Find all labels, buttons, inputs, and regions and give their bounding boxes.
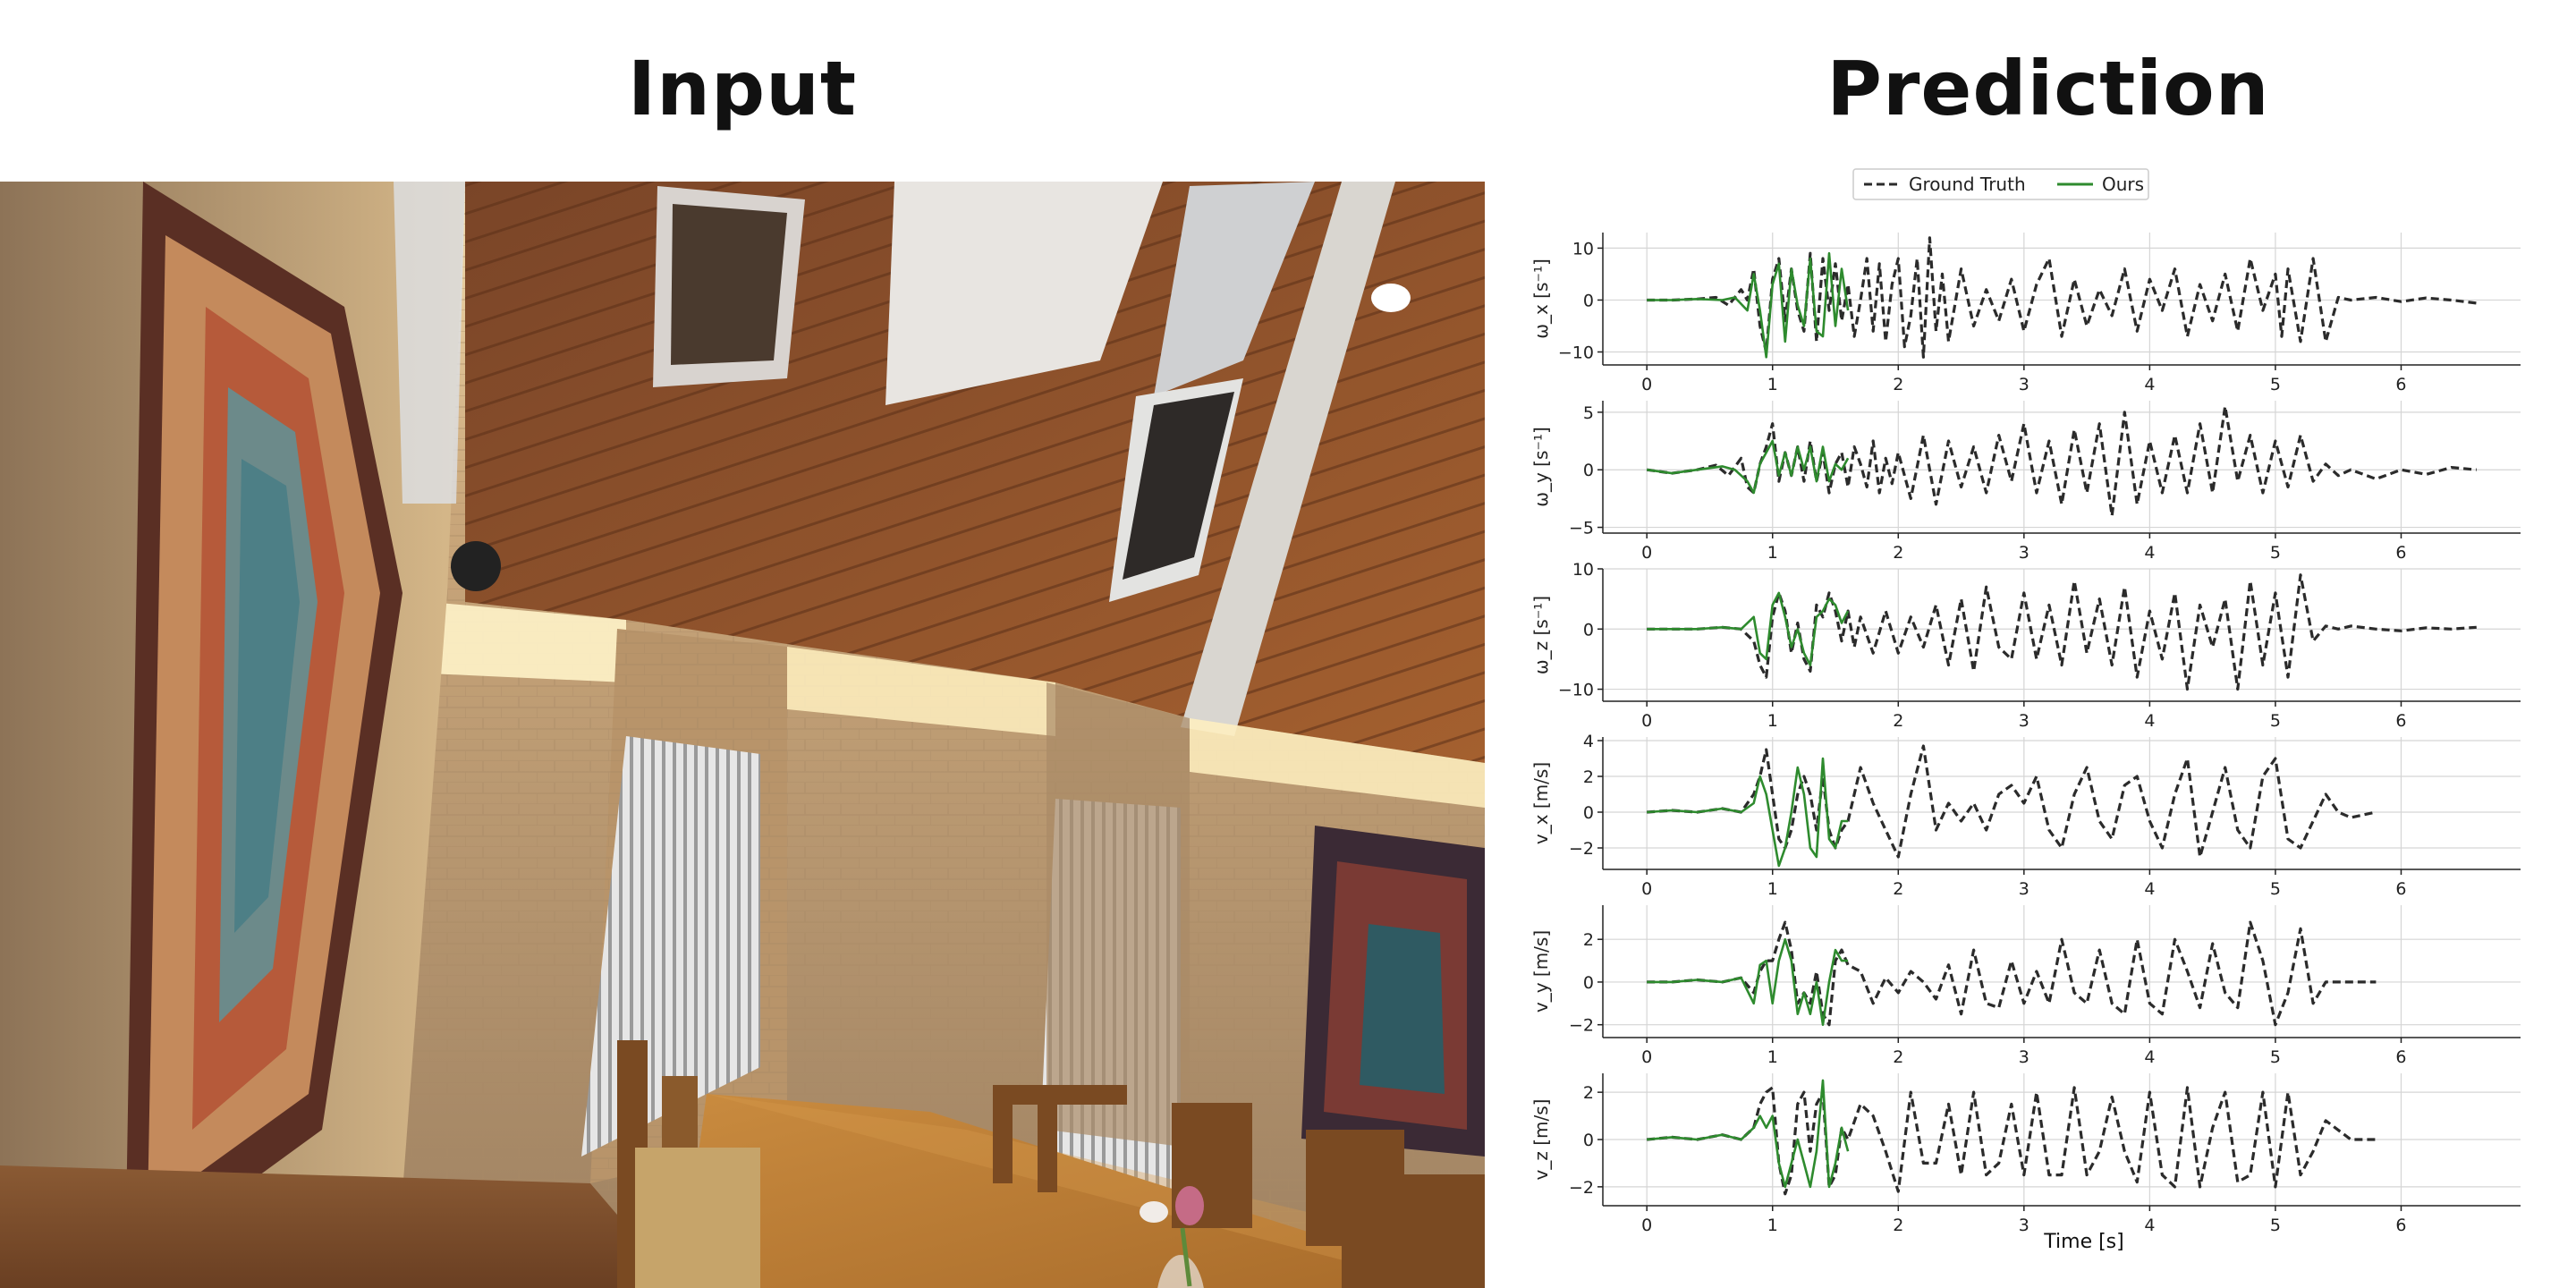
x-tick-label: 0	[1641, 375, 1652, 394]
ground-truth-series-line	[1647, 236, 2477, 359]
ground-truth-series-line	[1647, 573, 2477, 691]
x-tick-label: 6	[2395, 711, 2406, 731]
prediction-heading: Prediction	[1826, 45, 2270, 132]
y-tick-label: 2	[1583, 930, 1594, 950]
ground-truth-series-line	[1647, 1086, 2377, 1196]
x-tick-label: 6	[2395, 543, 2406, 563]
chart-panel: −10 0 10 0 1 2 3 4 5 6 ω_x [s⁻¹]	[1530, 233, 2521, 394]
restaurant-scene-image	[0, 182, 1485, 1288]
y-tick-label: 0	[1583, 461, 1594, 480]
y-axis-label: ω_x [s⁻¹]	[1530, 258, 1552, 339]
x-tick-label: 3	[2019, 879, 2029, 899]
prediction-chart-area: Ground Truth Ours −10 0 10 0 1 2 3 4 5 6 ω_x [s⁻¹]…	[1521, 161, 2540, 1274]
ours-series-line	[1647, 937, 1849, 1027]
x-tick-label: 1	[1767, 375, 1778, 394]
y-tick-label: 5	[1583, 403, 1594, 423]
x-tick-label: 3	[2019, 1216, 2029, 1235]
x-tick-label: 2	[1893, 375, 1903, 394]
x-tick-label: 0	[1641, 543, 1652, 563]
x-tick-label: 5	[2270, 1047, 2281, 1067]
y-axis-label: v_x [m/s]	[1530, 762, 1552, 844]
x-tick-label: 0	[1641, 1216, 1652, 1235]
x-tick-label: 5	[2270, 375, 2281, 394]
x-tick-label: 4	[2144, 711, 2155, 731]
legend-ours-label: Ours	[2102, 174, 2144, 195]
y-axis-label: v_z [m/s]	[1530, 1099, 1552, 1181]
y-tick-label: 10	[1572, 239, 1594, 258]
x-tick-label: 3	[2019, 543, 2029, 563]
y-tick-label: −10	[1558, 343, 1594, 362]
x-tick-label: 4	[2144, 543, 2155, 563]
y-axis-label: ω_y [s⁻¹]	[1530, 427, 1552, 507]
chart-panel: −10 0 10 0 1 2 3 4 5 6 ω_z [s⁻¹]	[1530, 560, 2521, 731]
ground-truth-series-line	[1647, 744, 2377, 859]
x-tick-label: 2	[1893, 711, 1903, 731]
y-tick-label: 0	[1583, 291, 1594, 310]
y-tick-label: 2	[1583, 1083, 1594, 1103]
y-tick-label: 10	[1572, 560, 1594, 580]
x-tick-label: 6	[2395, 879, 2406, 899]
x-tick-label: 5	[2270, 879, 2281, 899]
x-tick-label: 6	[2395, 1047, 2406, 1067]
x-tick-label: 3	[2019, 711, 2029, 731]
x-tick-label: 1	[1767, 879, 1778, 899]
chart-panel: −5 0 5 0 1 2 3 4 5 6 ω_y [s⁻¹]	[1530, 401, 2521, 563]
y-tick-label: −10	[1558, 681, 1594, 700]
y-tick-label: 2	[1583, 767, 1594, 787]
y-tick-label: 0	[1583, 620, 1594, 640]
x-tick-label: 5	[2270, 711, 2281, 731]
y-tick-label: 0	[1583, 803, 1594, 823]
x-tick-label: 1	[1767, 543, 1778, 563]
x-tick-label: 4	[2144, 879, 2155, 899]
x-tick-label: 4	[2144, 375, 2155, 394]
y-axis-label: ω_z [s⁻¹]	[1530, 596, 1552, 674]
chart-panel: −2 0 2 0 1 2 3 4 5 6 v_y [m/s]	[1530, 905, 2521, 1067]
x-tick-label: 2	[1893, 1216, 1903, 1235]
x-tick-label: 0	[1641, 879, 1652, 899]
y-tick-label: −2	[1569, 839, 1594, 859]
input-video-frame	[0, 182, 1485, 1288]
x-tick-label: 4	[2144, 1047, 2155, 1067]
x-tick-label: 4	[2144, 1216, 2155, 1235]
y-tick-label: 0	[1583, 973, 1594, 993]
y-tick-label: −5	[1569, 519, 1594, 538]
ours-series-line	[1647, 591, 1850, 666]
y-tick-label: 4	[1583, 732, 1594, 751]
y-tick-label: −2	[1569, 1178, 1594, 1198]
ground-truth-series-line	[1646, 404, 2477, 518]
ground-truth-series-line	[1647, 920, 2377, 1027]
ours-series-line	[1647, 439, 1850, 495]
input-heading: Input	[627, 45, 858, 132]
x-tick-label: 3	[2019, 1047, 2029, 1067]
x-tick-label: 0	[1641, 1047, 1652, 1067]
x-tick-label: 1	[1767, 1047, 1778, 1067]
x-tick-label: 6	[2395, 375, 2406, 394]
x-tick-label: 3	[2019, 375, 2029, 394]
x-tick-label: 5	[2270, 543, 2281, 563]
x-tick-label: 6	[2395, 1216, 2406, 1235]
x-tick-label: 0	[1641, 711, 1652, 731]
x-tick-label: 2	[1893, 879, 1903, 899]
chart-legend: Ground Truth Ours	[1852, 168, 2149, 200]
x-tick-label: 2	[1893, 1047, 1903, 1067]
x-axis-label: Time [s]	[2043, 1231, 2123, 1253]
ours-series-line	[1647, 251, 1850, 359]
x-tick-label: 1	[1767, 1216, 1778, 1235]
y-axis-label: v_y [m/s]	[1530, 930, 1552, 1013]
chart-panel: −2 0 2 0 1 2 3 4 5 6 v_z [m/s]	[1530, 1073, 2521, 1235]
x-tick-label: 5	[2270, 1216, 2281, 1235]
y-tick-label: −2	[1569, 1016, 1594, 1036]
legend-ground-truth-label: Ground Truth	[1909, 174, 2026, 195]
ours-series-line	[1647, 757, 1849, 868]
ours-series-line	[1647, 1079, 1850, 1189]
y-tick-label: 0	[1583, 1131, 1594, 1150]
x-tick-label: 2	[1893, 543, 1903, 563]
x-tick-label: 1	[1767, 711, 1778, 731]
chart-panel: −2 0 2 4 0 1 2 3 4 5 6 v_x [m/s]	[1530, 732, 2521, 899]
